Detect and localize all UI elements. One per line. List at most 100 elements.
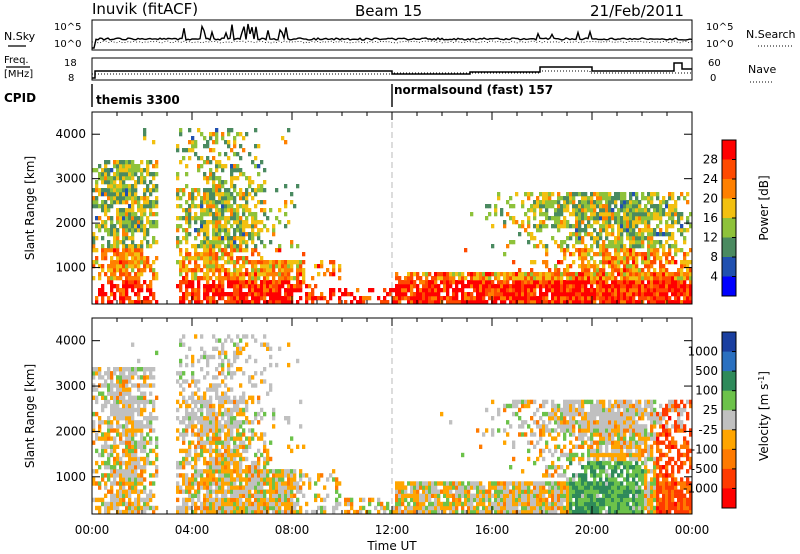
data-cell [233, 416, 237, 421]
data-cell [605, 236, 609, 241]
data-cell [533, 300, 537, 305]
data-cell [239, 236, 243, 241]
data-cell [578, 292, 582, 297]
data-cell [233, 260, 237, 265]
data-cell [491, 481, 495, 486]
data-cell [317, 473, 321, 478]
data-cell [239, 272, 243, 277]
data-cell [221, 264, 225, 269]
data-cell [584, 264, 588, 269]
data-cell [209, 248, 213, 253]
data-cell [218, 477, 222, 482]
data-cell [461, 296, 465, 301]
data-cell [296, 280, 300, 285]
data-cell [464, 276, 468, 281]
data-cell [674, 240, 678, 245]
data-cell [530, 481, 534, 486]
data-cell [542, 280, 546, 285]
data-cell [143, 407, 147, 413]
data-cell [515, 485, 519, 490]
data-cell [245, 473, 249, 478]
data-cell [185, 256, 189, 261]
data-cell [578, 212, 582, 217]
data-cell [110, 407, 114, 413]
data-cell [224, 501, 228, 507]
data-cell [287, 272, 291, 277]
data-cell [575, 276, 579, 281]
data-cell [593, 288, 597, 293]
data-cell [140, 252, 144, 257]
data-cell [509, 288, 513, 293]
data-cell [263, 284, 267, 289]
data-cell [605, 192, 609, 197]
data-cell [506, 481, 510, 486]
data-cell [656, 232, 660, 237]
data-cell [494, 272, 498, 277]
data-cell [239, 276, 243, 281]
data-cell [683, 276, 687, 281]
data-cell [254, 473, 258, 478]
data-cell [632, 220, 636, 225]
data-cell [641, 256, 645, 261]
data-cell [239, 469, 243, 474]
data-cell [602, 268, 606, 273]
data-cell [617, 224, 621, 229]
data-cell [206, 188, 210, 193]
data-cell [245, 456, 249, 462]
data-cell [254, 264, 258, 269]
data-cell [383, 505, 387, 511]
data-cell [326, 300, 330, 305]
data-cell [557, 296, 561, 301]
data-cell [191, 465, 195, 470]
data-cell [593, 228, 597, 233]
data-cell [476, 493, 480, 498]
data-cell [563, 204, 567, 209]
data-cell [500, 493, 504, 498]
data-cell [101, 296, 105, 301]
data-cell [260, 188, 264, 193]
data-cell [584, 232, 588, 237]
data-cell [593, 212, 597, 217]
data-cell [587, 296, 591, 301]
data-cell [128, 371, 132, 376]
data-cell [107, 473, 111, 478]
data-cell [434, 509, 438, 515]
data-cell [452, 497, 456, 503]
data-cell [200, 346, 204, 351]
data-cell [98, 292, 102, 297]
data-cell [203, 244, 207, 249]
data-cell [530, 440, 534, 445]
data-cell [674, 204, 678, 209]
data-cell [245, 444, 249, 449]
data-cell [527, 280, 531, 285]
data-cell [176, 460, 180, 466]
data-cell [113, 456, 117, 462]
data-cell [584, 292, 588, 297]
data-cell [233, 212, 237, 217]
data-cell [125, 383, 129, 388]
data-cell [119, 260, 123, 265]
data-cell [212, 184, 216, 189]
data-cell [206, 236, 210, 241]
data-cell [227, 296, 231, 301]
data-cell [251, 436, 255, 441]
data-cell [596, 272, 600, 277]
data-cell [260, 407, 264, 413]
data-cell [545, 260, 549, 265]
data-cell [239, 411, 243, 417]
data-cell [212, 284, 216, 289]
data-cell [677, 300, 681, 305]
data-cell [290, 292, 294, 297]
data-cell [296, 244, 300, 249]
data-cell [623, 272, 627, 277]
data-cell [533, 432, 537, 437]
data-cell [599, 284, 603, 289]
data-cell [503, 493, 507, 498]
data-cell [599, 288, 603, 293]
data-cell [92, 375, 96, 380]
data-cell [218, 264, 222, 269]
data-cell [302, 252, 306, 257]
data-cell [101, 220, 105, 225]
data-cell [134, 200, 138, 205]
data-cell [467, 489, 471, 494]
